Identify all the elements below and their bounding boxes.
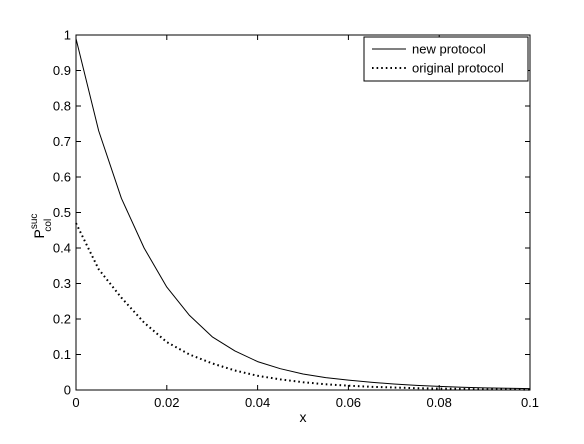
- legend-box: [363, 36, 529, 82]
- y-tick-label: 0.1: [53, 347, 71, 362]
- y-tick-label: 0.9: [53, 63, 71, 78]
- x-axis-label: x: [300, 409, 307, 425]
- series-line-original-protocol: [75, 222, 531, 391]
- axis-ticks: [75, 34, 531, 391]
- legend-entry-new-protocol: new protocol: [412, 42, 486, 57]
- series-line-new-protocol: [75, 38, 531, 390]
- y-tick-label: 0.7: [53, 134, 71, 149]
- y-tick-label: 0.5: [53, 205, 71, 220]
- x-tick-label: 0.06: [336, 395, 361, 410]
- y-tick-label: 0.6: [53, 170, 71, 185]
- series-lines: [75, 38, 531, 391]
- y-axis-label-base: P: [31, 229, 47, 238]
- x-tick-label: 0.1: [521, 395, 539, 410]
- plot-frame: [75, 34, 531, 391]
- y-tick-label: 1: [64, 28, 71, 43]
- tick-labels: 0 0.02 0.04 0.06 0.08 0.1 0 0.1 0.2 0.3 0.4 0.5 0.6 0…: [53, 28, 539, 411]
- x-tick-label: 0.02: [154, 395, 179, 410]
- y-tick-label: 0.8: [53, 99, 71, 114]
- legend: new protocol original protocol: [363, 36, 529, 82]
- y-axis-label-superscript: suc: [29, 214, 40, 230]
- legend-entry-original-protocol: original protocol: [412, 61, 504, 76]
- x-tick-label: 0.04: [245, 395, 270, 410]
- y-axis-label: Psuc col: [29, 214, 54, 239]
- x-tick-label: 0: [72, 395, 79, 410]
- x-tick-label: 0.08: [427, 395, 452, 410]
- y-axis-label-subscript: col: [43, 219, 54, 232]
- y-tick-label: 0.4: [53, 241, 71, 256]
- y-tick-label: 0.3: [53, 276, 71, 291]
- y-tick-label: 0.2: [53, 312, 71, 327]
- y-tick-label: 0: [64, 383, 71, 398]
